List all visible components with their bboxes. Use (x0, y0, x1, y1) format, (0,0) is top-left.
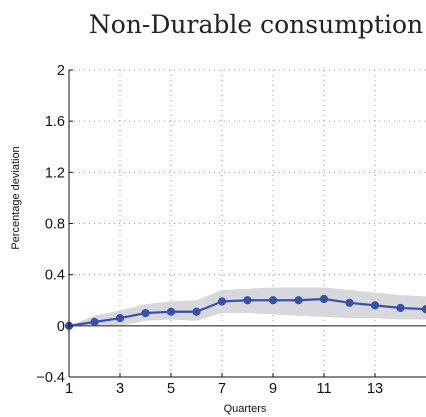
data-point (370, 301, 380, 310)
x-tick-label: 9 (269, 381, 277, 397)
y-tick-label: −0.4 (36, 370, 65, 386)
x-tick-label: 13 (367, 381, 383, 397)
y-tick-label: 0.4 (45, 268, 65, 284)
data-point (192, 307, 201, 316)
x-axis-label: Quarters (224, 403, 267, 415)
data-point (268, 296, 278, 305)
confidence-band-layer (69, 287, 426, 326)
data-point (90, 317, 99, 327)
chart-title: Non-Durable consumption (89, 10, 423, 39)
data-point (319, 294, 329, 304)
data-point (345, 298, 354, 307)
y-axis-label: Percentage deviation (10, 146, 22, 249)
data-point (141, 308, 150, 318)
y-axis-ticks: −0.4 0 0.4 0.8 1.2 1.6 2 (36, 63, 73, 386)
grid-lines (69, 69, 426, 377)
data-point (115, 314, 125, 323)
x-tick-label: 5 (167, 381, 175, 397)
series-layer (64, 294, 426, 330)
data-point (421, 305, 426, 314)
data-point (217, 297, 227, 306)
x-tick-label: 3 (116, 381, 124, 397)
x-tick-label: 1 (65, 381, 73, 397)
y-tick-label: 2 (57, 63, 65, 79)
data-point (396, 303, 405, 313)
y-tick-label: 0 (57, 319, 65, 335)
data-point (243, 296, 252, 305)
data-point (166, 307, 176, 316)
x-axis-ticks: 1 3 5 7 9 11 13 (65, 373, 383, 397)
y-tick-label: 1.6 (45, 114, 65, 130)
x-tick-label: 11 (316, 381, 331, 397)
y-tick-label: 0.8 (45, 217, 65, 233)
data-point (294, 296, 303, 305)
x-tick-label: 7 (218, 381, 226, 397)
y-tick-label: 1.2 (45, 165, 65, 181)
axes (68, 70, 426, 378)
confidence-band (69, 287, 426, 326)
